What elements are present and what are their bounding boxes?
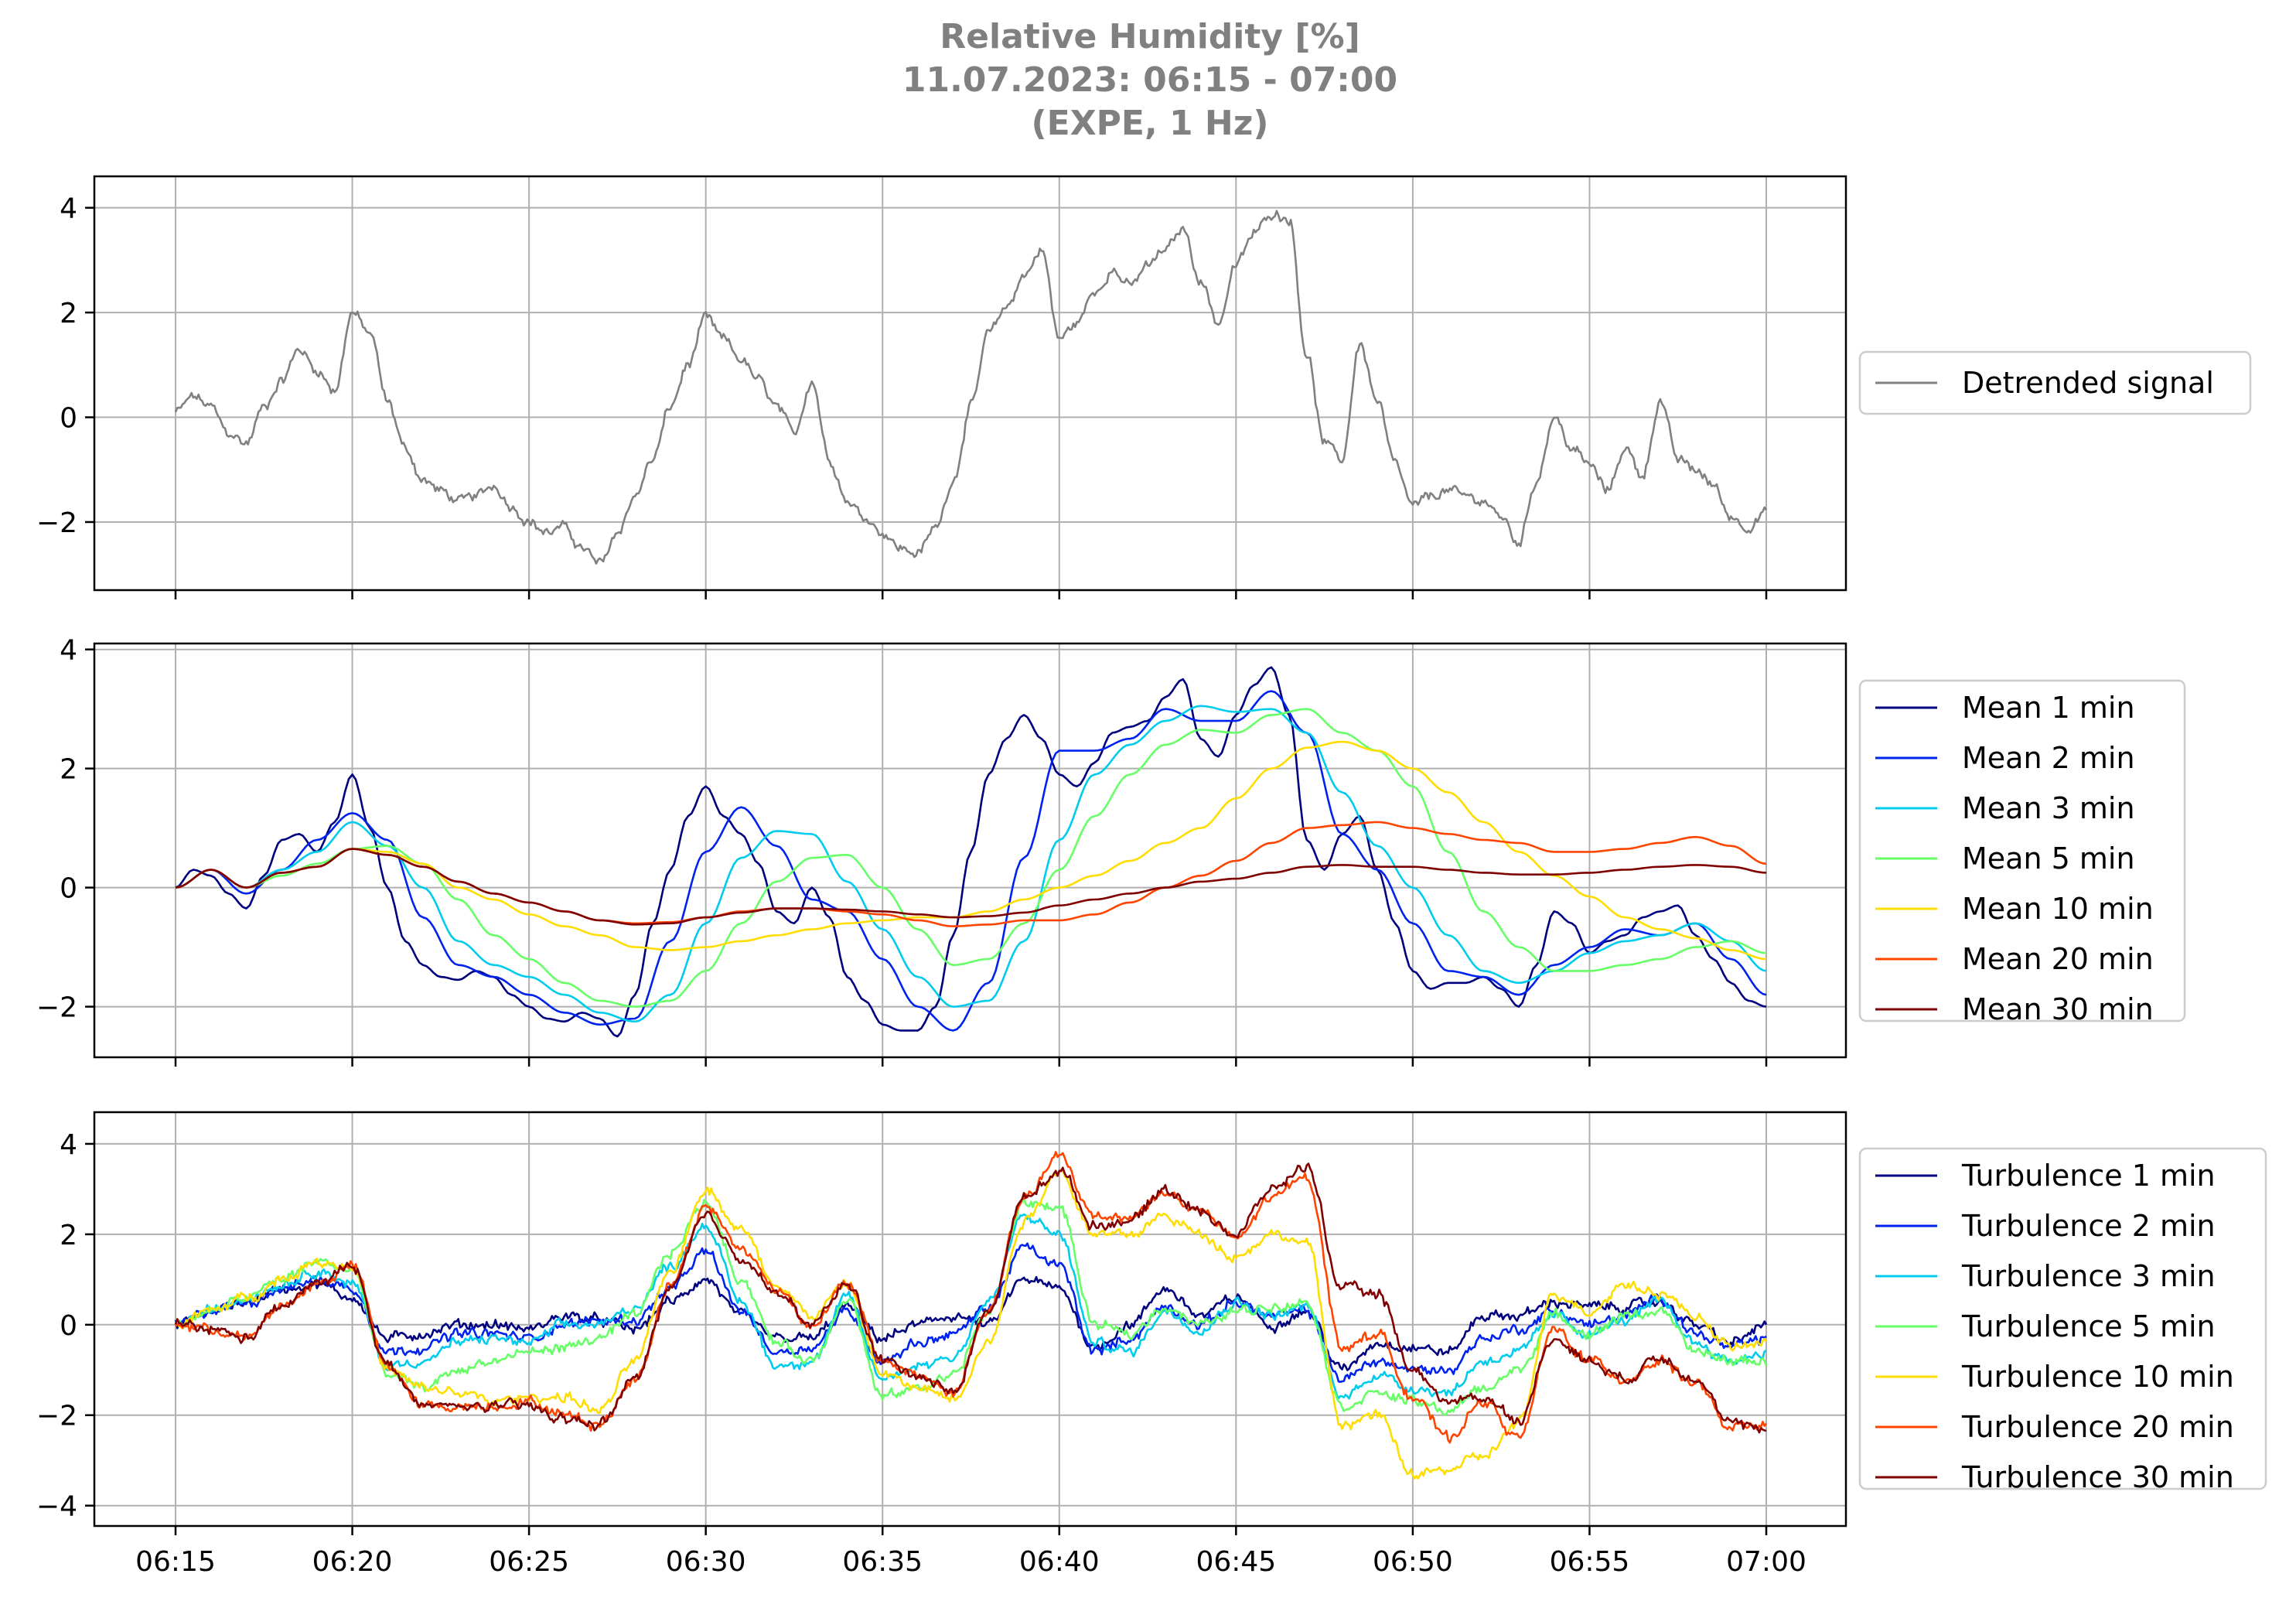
legend-entry-label: Turbulence 3 min xyxy=(1961,1259,2216,1293)
series-line-turbulence-1-min xyxy=(174,1275,1768,1371)
series-line-mean-5-min xyxy=(175,708,1767,1008)
legend-entry-label: Mean 1 min xyxy=(1962,691,2135,725)
y-tick-label: 2 xyxy=(60,298,77,329)
series-line-turbulence-2-min xyxy=(174,1242,1767,1383)
x-tick-label: 06:15 xyxy=(135,1546,216,1578)
legend: Mean 1 min Mean 2 min Mean 3 min Mean 5 min… xyxy=(1858,679,2186,1026)
y-tick-label: 0 xyxy=(60,1310,77,1342)
axes-frame xyxy=(93,175,1847,592)
y-tick-label: 4 xyxy=(60,1129,77,1161)
legend-entry-label: Mean 5 min xyxy=(1962,841,2135,876)
axes-frame xyxy=(93,642,1847,1059)
legend-entry-label: Detrended signal xyxy=(1962,366,2214,400)
legend-box xyxy=(1858,1147,2267,1490)
legend-entry-label: Mean 3 min xyxy=(1962,791,2135,825)
legend-entry-label: Turbulence 30 min xyxy=(1961,1460,2234,1494)
y-tick-label: 0 xyxy=(60,403,77,435)
y-tick-label: −2 xyxy=(36,1401,77,1432)
y-tick-label: −2 xyxy=(36,507,77,539)
series-line-turbulence-5-min xyxy=(174,1197,1768,1416)
legend-entry-label: Turbulence 5 min xyxy=(1961,1309,2216,1343)
title-line-2: 11.07.2023: 06:15 - 07:00 xyxy=(902,60,1397,100)
series-line-mean-10-min xyxy=(175,740,1767,961)
title-line-3: (EXPE, 1 Hz) xyxy=(1032,104,1269,143)
series-line-mean-2-min xyxy=(175,690,1767,1032)
legend-entry-label: Mean 30 min xyxy=(1962,992,2154,1026)
series-line-turbulence-30-min xyxy=(174,1162,1767,1434)
x-tick-label: 07:00 xyxy=(1726,1546,1806,1578)
y-tick-label: 4 xyxy=(60,635,77,667)
series-group xyxy=(175,666,1767,1038)
x-tick-label: 06:50 xyxy=(1373,1546,1453,1578)
y-tick-label: −4 xyxy=(36,1491,77,1523)
legend: Turbulence 1 min Turbulence 2 min Turbulen… xyxy=(1858,1147,2267,1494)
y-tick-label: 2 xyxy=(60,1220,77,1251)
x-tick-label: 06:25 xyxy=(489,1546,569,1578)
panel-turbulence: −4 −2 0 2 4 06:15 06:20 06:25 06:30 06:35 06:40 06:… xyxy=(36,1111,2267,1578)
legend-entry-label: Mean 20 min xyxy=(1962,942,2154,976)
axes-frame xyxy=(93,1111,1847,1528)
grid xyxy=(94,176,1846,590)
legend: Detrended signal xyxy=(1858,350,2252,415)
y-tick-label: 4 xyxy=(60,193,77,225)
series-line-mean-1-min xyxy=(175,666,1767,1038)
y-tick-label: 2 xyxy=(60,754,77,786)
legend-entry-label: Mean 2 min xyxy=(1962,741,2135,775)
series-line-turbulence-3-min xyxy=(174,1213,1767,1400)
x-tick-label: 06:40 xyxy=(1019,1546,1100,1578)
legend-box xyxy=(1858,350,2252,415)
legend-entry-label: Mean 10 min xyxy=(1962,892,2154,926)
y-tick-label: −2 xyxy=(36,992,77,1024)
grid xyxy=(94,1112,1846,1526)
series-line-turbulence-20-min xyxy=(175,1151,1768,1444)
legend-entry-label: Turbulence 2 min xyxy=(1961,1209,2216,1243)
legend-entry-label: Turbulence 10 min xyxy=(1961,1360,2234,1394)
series-group xyxy=(174,1151,1768,1480)
x-tick-label: 06:30 xyxy=(666,1546,746,1578)
x-tick-label: 06:35 xyxy=(842,1546,923,1578)
title-line-1: Relative Humidity [%] xyxy=(940,17,1360,56)
series-line-turbulence-10-min xyxy=(175,1168,1768,1480)
legend-entry-label: Turbulence 20 min xyxy=(1961,1410,2234,1444)
panel-detrended: −2 0 2 4 Detrended signal xyxy=(36,175,2252,599)
grid xyxy=(94,643,1846,1057)
legend-box xyxy=(1858,679,2186,1022)
x-tick-label: 06:45 xyxy=(1196,1546,1276,1578)
y-tick-label: 0 xyxy=(60,873,77,905)
series-line-detrended-signal xyxy=(174,210,1768,565)
series-line-mean-3-min xyxy=(175,705,1767,1023)
chart-title: Relative Humidity [%] 11.07.2023: 06:15 … xyxy=(902,17,1397,143)
x-tick-label: 06:20 xyxy=(312,1546,393,1578)
x-tick-label: 06:55 xyxy=(1550,1546,1630,1578)
series-line-mean-30-min xyxy=(175,848,1767,926)
series-group xyxy=(174,210,1768,565)
legend-entry-label: Turbulence 1 min xyxy=(1961,1159,2216,1193)
